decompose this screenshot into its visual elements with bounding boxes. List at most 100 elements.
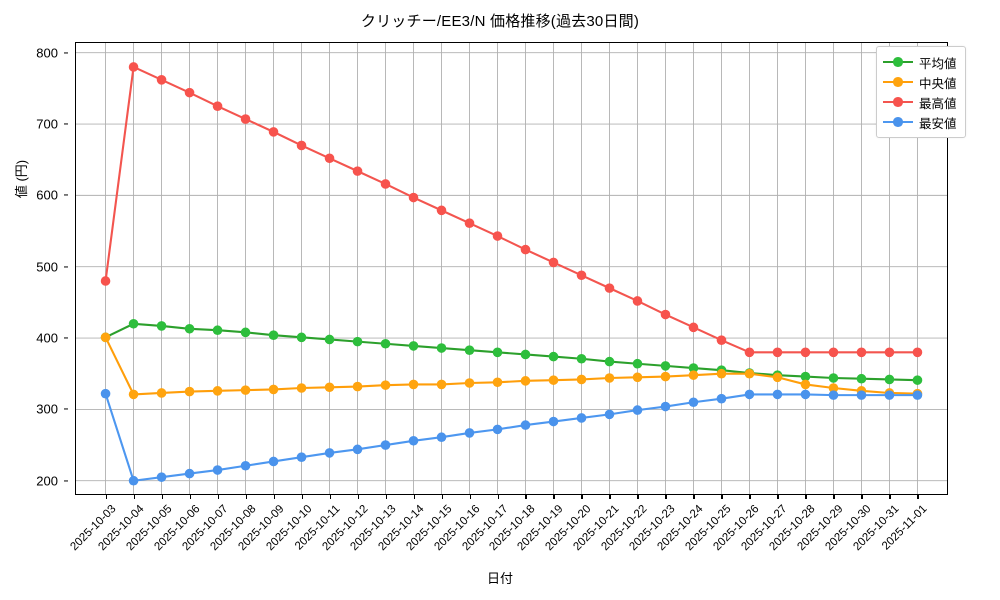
data-point (240, 460, 251, 471)
data-point (856, 373, 867, 384)
data-point (268, 384, 279, 395)
data-point (268, 456, 279, 467)
data-point (520, 376, 531, 386)
data-point (632, 405, 643, 415)
data-point (100, 276, 111, 286)
data-point (548, 375, 559, 385)
data-point (156, 472, 167, 482)
data-point (184, 468, 195, 479)
data-point (212, 386, 223, 396)
data-point (296, 332, 307, 343)
data-series-group (100, 62, 923, 486)
x-tick-mark (637, 495, 639, 499)
legend-item-1[interactable]: 平均値 (883, 52, 957, 72)
legend-swatch-icon (883, 95, 913, 109)
data-point (380, 380, 391, 390)
data-point (800, 371, 811, 382)
series-2 (100, 332, 923, 400)
data-point (716, 393, 727, 404)
data-point (520, 349, 531, 360)
data-point (324, 448, 335, 458)
data-point (128, 318, 139, 329)
data-point (800, 347, 811, 358)
x-tick-mark (161, 495, 163, 499)
data-point (212, 101, 223, 112)
x-tick-mark (693, 495, 695, 499)
data-point (492, 347, 503, 358)
series-4 (100, 388, 923, 486)
x-tick-mark (889, 495, 891, 499)
x-tick-mark (805, 495, 807, 499)
data-point (744, 368, 755, 379)
y-tick-mark (64, 52, 68, 54)
data-point (492, 231, 503, 241)
data-point (352, 444, 363, 455)
x-axis-label: 日付 (486, 571, 513, 586)
x-tick-mark (721, 495, 723, 499)
data-point (436, 432, 447, 443)
legend-item-4[interactable]: 最安値 (883, 112, 957, 132)
x-tick-mark (357, 495, 359, 499)
data-point (688, 397, 699, 408)
data-point (576, 270, 587, 281)
y-tick-mark (64, 123, 68, 125)
data-point (408, 435, 419, 446)
data-point (128, 62, 139, 72)
chart-legend[interactable]: 平均値 中央値最高値最安値 (876, 46, 966, 138)
data-point (156, 321, 167, 331)
data-point (464, 428, 475, 438)
data-point (772, 372, 783, 383)
data-point (800, 389, 811, 400)
data-point (212, 465, 223, 475)
data-point (772, 389, 783, 400)
data-point (268, 330, 279, 341)
data-point (436, 205, 447, 216)
y-axis-ticks: 200 300 400 500 600 700 800 (0, 42, 68, 495)
data-point (352, 166, 363, 176)
data-point (548, 416, 559, 427)
data-point (856, 390, 867, 400)
data-point (660, 361, 671, 371)
data-point (184, 386, 195, 397)
y-tick-mark (64, 480, 68, 482)
y-tick-mark (64, 408, 68, 410)
data-point (184, 87, 195, 98)
data-point (464, 345, 475, 355)
y-tick-label: 500 (36, 259, 58, 275)
legend-swatch-icon (883, 115, 913, 129)
data-point (352, 381, 363, 392)
data-point (324, 382, 335, 393)
data-point (548, 257, 559, 268)
x-tick-mark (413, 495, 415, 499)
data-point (548, 351, 559, 362)
legend-item-2[interactable]: 中央値 (883, 72, 957, 92)
data-point (828, 390, 839, 400)
legend-label: 最安値 (919, 116, 957, 131)
x-tick-mark (497, 495, 499, 499)
x-tick-mark (917, 495, 919, 499)
data-point (912, 347, 923, 358)
data-point (576, 374, 587, 385)
data-point (520, 244, 531, 255)
x-tick-mark (301, 495, 303, 499)
x-tick-mark (833, 495, 835, 499)
legend-label: 最高値 (919, 96, 957, 111)
data-point (492, 424, 503, 435)
legend-item-3[interactable]: 最高値 (883, 92, 957, 112)
data-point (884, 347, 895, 358)
data-point (604, 356, 615, 367)
data-point (184, 323, 195, 334)
x-tick-mark (217, 495, 219, 499)
series-line (104, 65, 919, 354)
data-point (772, 347, 783, 358)
data-point (156, 388, 167, 398)
x-tick-mark (441, 495, 443, 499)
data-point (660, 401, 671, 412)
data-point (716, 368, 727, 379)
legend-swatch-icon (883, 55, 913, 69)
data-point (352, 336, 363, 347)
y-tick-label: 400 (36, 330, 58, 346)
data-point (212, 325, 223, 336)
x-tick-mark (245, 495, 247, 499)
chart-svg-canvas (75, 42, 948, 495)
